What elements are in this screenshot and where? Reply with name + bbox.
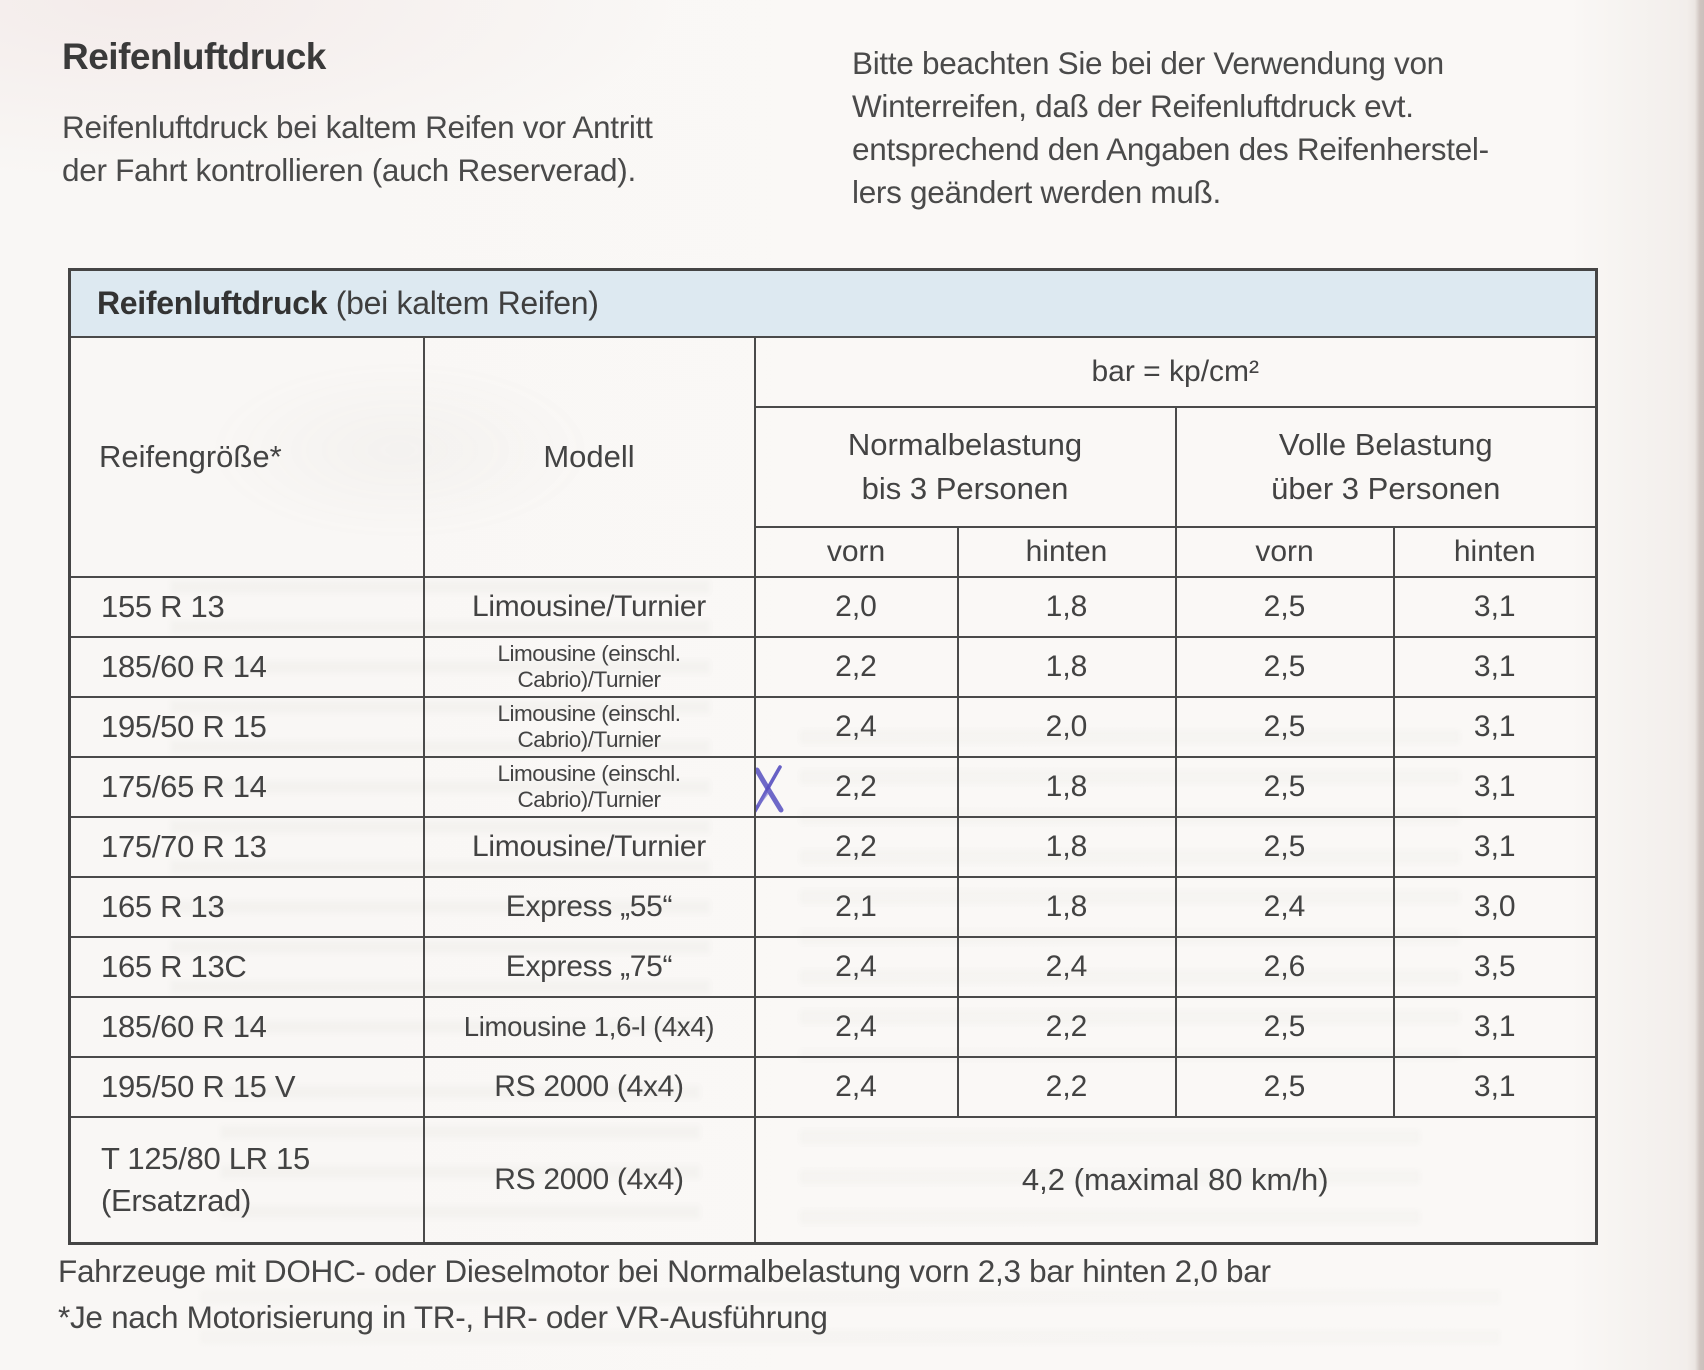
pressure-full-front-cell: 2,5 xyxy=(1174,1056,1395,1118)
table-row: 195/50 R 15 Limousine (einschl. Cabrio)/… xyxy=(68,696,1598,758)
table-row: 185/60 R 14 Limousine (einschl. Cabrio)/… xyxy=(68,636,1598,698)
table-row: 155 R 13 Limousine/Turnier 2,0 1,8 2,5 3… xyxy=(68,576,1598,638)
intro-paragraph-left: Reifenluftdruck bei kaltem Reifen vor An… xyxy=(62,109,653,188)
pressure-normal-rear-cell: 2,2 xyxy=(956,1056,1177,1118)
model-cell: Limousine (einschl. Cabrio)/Turnier xyxy=(422,696,756,758)
scanned-page-edge xyxy=(1695,0,1704,1370)
handwritten-x-mark xyxy=(756,763,793,815)
model-cell: RS 2000 (4x4) xyxy=(422,1056,756,1118)
tire-size-cell: 155 R 13 xyxy=(68,576,425,638)
pressure-normal-rear-cell: 1,8 xyxy=(956,636,1177,698)
column-header-reifengroesse: Reifengröße* xyxy=(68,336,425,578)
table-row: 165 R 13C Express „75“ 2,4 2,4 2,6 3,5 xyxy=(68,936,1598,998)
tire-size-cell: 195/50 R 15 V xyxy=(68,1056,425,1118)
model-cell: RS 2000 (4x4) xyxy=(422,1116,756,1244)
model-cell: Limousine/Turnier xyxy=(422,816,756,878)
front-rear-header-row: vorn hinten vorn hinten xyxy=(70,526,1598,578)
pressure-normal-front-cell: 2,0 xyxy=(753,576,959,638)
pressure-full-front-cell: 2,6 xyxy=(1174,936,1395,998)
pressure-full-front-cell: 2,5 xyxy=(1174,576,1395,638)
model-cell: Limousine (einschl. Cabrio)/Turnier xyxy=(422,636,756,698)
table-title-row: Reifenluftdruck (bei kaltem Reifen) xyxy=(68,268,1598,338)
pressure-full-rear-cell: 3,1 xyxy=(1392,816,1598,878)
model-cell: Limousine (einschl. Cabrio)/Turnier xyxy=(422,756,756,818)
footnotes: Fahrzeuge mit DOHC- oder Dieselmotor bei… xyxy=(58,1248,1618,1340)
pressure-full-rear-cell: 3,0 xyxy=(1392,876,1598,938)
spare-pressure-cell: 4,2 (maximal 80 km/h) xyxy=(753,1116,1598,1244)
pressure-normal-front-cell: 2,2 xyxy=(753,756,959,818)
pressure-full-rear-cell: 3,1 xyxy=(1392,696,1598,758)
table-title-bold: Reifenluftdruck xyxy=(97,285,328,321)
pressure-full-rear-cell: 3,1 xyxy=(1392,636,1598,698)
unit-header-row: Reifengröße* Modell bar = kp/cm² xyxy=(68,336,1598,578)
pressure-normal-front-cell: 2,1 xyxy=(753,876,959,938)
tire-pressure-table: Reifenluftdruck (bei kaltem Reifen) Reif… xyxy=(68,268,1598,1245)
tire-size-cell: 175/70 R 13 xyxy=(68,816,425,878)
table-row: 195/50 R 15 V RS 2000 (4x4) 2,4 2,2 2,5 … xyxy=(68,1056,1598,1118)
table-row: 165 R 13 Express „55“ 2,1 1,8 2,4 3,0 xyxy=(68,876,1598,938)
pressure-full-rear-cell: 3,1 xyxy=(1392,756,1598,818)
pressure-full-rear-cell: 3,1 xyxy=(1392,1056,1598,1118)
pressure-full-front-cell: 2,5 xyxy=(1174,696,1395,758)
page-title: Reifenluftdruck xyxy=(62,36,326,77)
pressure-normal-rear-cell: 1,8 xyxy=(956,876,1177,938)
pressure-normal-rear-cell: 1,8 xyxy=(956,576,1177,638)
subheader-hinten: hinten xyxy=(1392,526,1598,578)
pressure-full-rear-cell: 3,5 xyxy=(1392,936,1598,998)
pressure-normal-front-cell: 2,2 xyxy=(753,816,959,878)
pressure-normal-front-cell: 2,4 xyxy=(753,936,959,998)
load-group-header-row: Normalbelastung bis 3 Personen Volle Bel… xyxy=(70,406,1598,528)
subheader-vorn: vorn xyxy=(1174,526,1395,578)
group-header-full-load: Volle Belastung über 3 Personen xyxy=(1174,406,1598,528)
pressure-full-front-cell: 2,5 xyxy=(1174,756,1395,818)
pressure-normal-rear-cell: 2,0 xyxy=(956,696,1177,758)
pressure-full-front-cell: 2,5 xyxy=(1174,636,1395,698)
footnote-dohc-diesel: Fahrzeuge mit DOHC- oder Dieselmotor bei… xyxy=(58,1253,1271,1289)
spare-wheel-row: T 125/80 LR 15 (Ersatzrad) RS 2000 (4x4)… xyxy=(68,1116,1598,1244)
tire-size-cell: 175/65 R 14 xyxy=(68,756,425,818)
tire-size-cell: 195/50 R 15 xyxy=(68,696,425,758)
pressure-normal-rear-cell: 1,8 xyxy=(956,756,1177,818)
table-row: 185/60 R 14 Limousine 1,6-l (4x4) 2,4 2,… xyxy=(68,996,1598,1058)
subheader-vorn: vorn xyxy=(753,526,959,578)
pressure-normal-front-cell: 2,4 xyxy=(753,696,959,758)
pressure-full-front-cell: 2,5 xyxy=(1174,996,1395,1058)
pressure-normal-rear-cell: 1,8 xyxy=(956,816,1177,878)
pressure-normal-rear-cell: 2,2 xyxy=(956,996,1177,1058)
model-cell: Limousine 1,6-l (4x4) xyxy=(422,996,756,1058)
footnote-asterisk: *Je nach Motorisierung in TR-, HR- oder … xyxy=(58,1299,828,1335)
subheader-hinten: hinten xyxy=(956,526,1177,578)
table-row: 175/70 R 13 Limousine/Turnier 2,2 1,8 2,… xyxy=(68,816,1598,878)
table-row: 175/65 R 14 Limousine (einschl. Cabrio)/… xyxy=(68,756,1598,818)
pressure-full-front-cell: 2,5 xyxy=(1174,816,1395,878)
group-header-normal-load: Normalbelastung bis 3 Personen xyxy=(753,406,1177,528)
table-title-rest: (bei kaltem Reifen) xyxy=(327,285,599,321)
model-cell: Express „55“ xyxy=(422,876,756,938)
model-cell: Express „75“ xyxy=(422,936,756,998)
pressure-full-rear-cell: 3,1 xyxy=(1392,576,1598,638)
tire-size-cell: 165 R 13 xyxy=(68,876,425,938)
pressure-value: 2,2 xyxy=(835,770,877,803)
intro-paragraph-right: Bitte beachten Sie bei der Verwendung vo… xyxy=(852,45,1489,210)
pressure-full-front-cell: 2,4 xyxy=(1174,876,1395,938)
pressure-normal-front-cell: 2,2 xyxy=(753,636,959,698)
table-title: Reifenluftdruck (bei kaltem Reifen) xyxy=(68,268,1598,338)
model-cell: Limousine/Turnier xyxy=(422,576,756,638)
pressure-full-rear-cell: 3,1 xyxy=(1392,996,1598,1058)
pressure-normal-rear-cell: 2,4 xyxy=(956,936,1177,998)
unit-header-bar-kpcm2: bar = kp/cm² xyxy=(753,336,1598,408)
tire-size-cell: T 125/80 LR 15 (Ersatzrad) xyxy=(68,1116,425,1244)
tire-size-cell: 165 R 13C xyxy=(68,936,425,998)
tire-size-cell: 185/60 R 14 xyxy=(68,996,425,1058)
pressure-normal-front-cell: 2,4 xyxy=(753,996,959,1058)
column-header-modell: Modell xyxy=(422,336,756,578)
pressure-normal-front-cell: 2,4 xyxy=(753,1056,959,1118)
tire-size-cell: 185/60 R 14 xyxy=(68,636,425,698)
